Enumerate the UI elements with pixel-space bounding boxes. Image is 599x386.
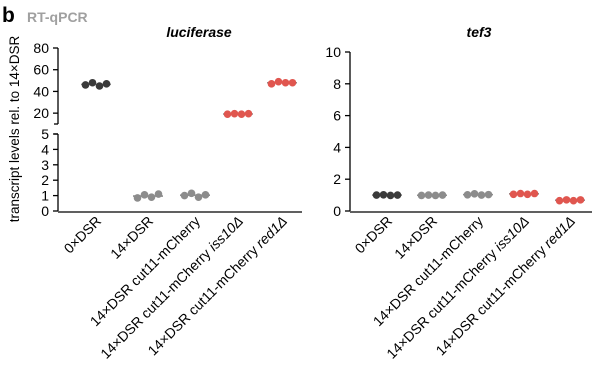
panel-subtitle: RT-qPCR bbox=[27, 9, 88, 25]
y-tick-label: 4 bbox=[333, 139, 341, 155]
data-point bbox=[438, 191, 447, 199]
data-point bbox=[288, 78, 297, 87]
data-point bbox=[180, 191, 189, 200]
data-point bbox=[372, 191, 381, 199]
data-point bbox=[470, 190, 479, 198]
y-tick-label: 1 bbox=[41, 188, 49, 204]
data-point bbox=[530, 189, 539, 198]
y-tick-label: 6 bbox=[333, 108, 341, 124]
y-tick-label: 2 bbox=[41, 172, 49, 188]
y-tick-label: 0 bbox=[333, 203, 341, 219]
data-point bbox=[523, 190, 532, 199]
data-point bbox=[509, 190, 518, 199]
data-point bbox=[223, 110, 232, 119]
y-tick-label: 8 bbox=[333, 76, 341, 92]
data-point bbox=[187, 189, 196, 198]
data-point bbox=[281, 78, 290, 87]
y-tick-label: 10 bbox=[325, 44, 341, 60]
data-point bbox=[516, 189, 525, 198]
x-tick-label: 0×DSR bbox=[61, 213, 105, 257]
data-point bbox=[81, 81, 90, 89]
data-point bbox=[431, 191, 440, 200]
data-point bbox=[463, 190, 472, 199]
y-axis-label: transcript levels rel. to 14×DSR bbox=[7, 36, 22, 223]
data-point bbox=[386, 191, 395, 200]
data-point bbox=[154, 190, 163, 198]
data-point bbox=[484, 190, 493, 199]
data-point bbox=[230, 109, 239, 118]
y-tick-label: 60 bbox=[33, 62, 49, 78]
y-tick-label: 80 bbox=[33, 40, 49, 56]
chart-title: luciferase bbox=[166, 24, 232, 40]
y-tick-label: 20 bbox=[33, 105, 49, 121]
data-point bbox=[424, 191, 433, 199]
data-point bbox=[274, 77, 283, 86]
data-point bbox=[393, 191, 402, 199]
data-point bbox=[102, 80, 111, 88]
y-tick-label: 0 bbox=[41, 203, 49, 219]
data-point bbox=[201, 191, 210, 199]
data-point bbox=[555, 196, 564, 205]
data-point bbox=[379, 190, 388, 199]
data-point bbox=[95, 82, 104, 90]
chart-title: tef3 bbox=[467, 24, 492, 40]
panel-label: b bbox=[2, 4, 15, 27]
data-point bbox=[133, 194, 142, 202]
data-point bbox=[477, 191, 486, 199]
y-tick-label: 5 bbox=[41, 126, 49, 142]
data-point bbox=[244, 109, 253, 118]
y-tick-label: 4 bbox=[41, 141, 49, 157]
y-tick-label: 40 bbox=[33, 83, 49, 99]
x-tick-label: 0×DSR bbox=[352, 213, 396, 257]
data-point bbox=[194, 193, 203, 201]
data-point bbox=[576, 196, 585, 204]
data-point bbox=[569, 196, 578, 205]
data-point bbox=[147, 193, 156, 201]
y-tick-label: 3 bbox=[41, 157, 49, 173]
data-point bbox=[237, 110, 246, 119]
y-tick-label: 2 bbox=[333, 171, 341, 187]
data-point bbox=[140, 191, 149, 199]
data-point bbox=[267, 80, 276, 88]
data-point bbox=[88, 78, 97, 87]
data-point bbox=[562, 196, 571, 204]
data-point bbox=[417, 191, 426, 200]
